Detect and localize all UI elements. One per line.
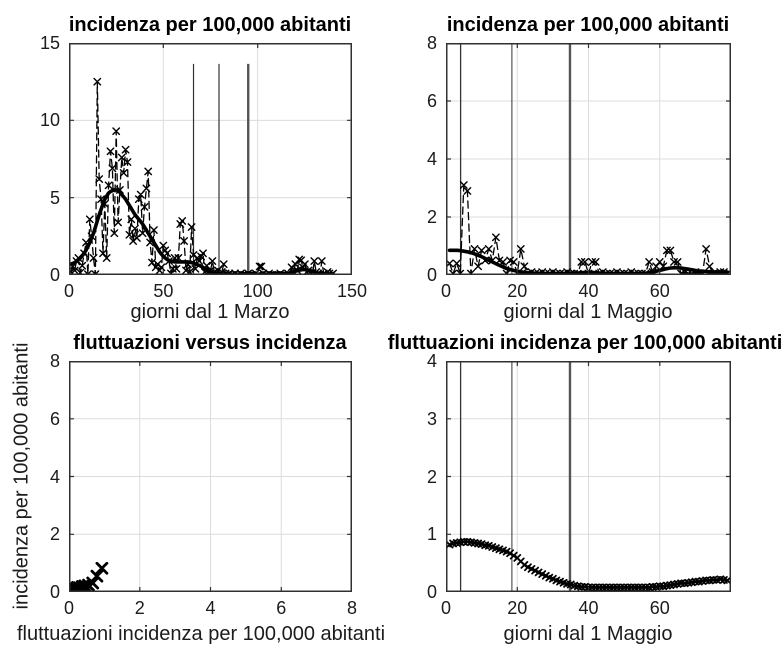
x-tick-label: 4 bbox=[205, 598, 216, 618]
x-tick-label: 2 bbox=[134, 598, 145, 618]
x-axis-label-days-from-may-bottom: giorni dal 1 Maggio bbox=[503, 623, 673, 645]
y-tick-label: 0 bbox=[49, 265, 60, 285]
plot-title-fluctuations-incidence: fluttuazioni incidenza per 100,000 abita… bbox=[387, 332, 783, 354]
x-tick-label: 0 bbox=[440, 281, 451, 301]
x-tick-label: 8 bbox=[346, 598, 357, 618]
y-tick-label: 6 bbox=[49, 408, 60, 429]
y-tick-label: 5 bbox=[49, 187, 60, 208]
x-tick-label: 100 bbox=[242, 281, 273, 301]
y-tick-label: 3 bbox=[426, 408, 437, 429]
x-tick-label: 60 bbox=[649, 598, 670, 618]
x-tick-label: 40 bbox=[578, 281, 599, 301]
x-tick-label: 0 bbox=[63, 281, 74, 301]
x-axis-label-days-from-march: giorni dal 1 Marzo bbox=[130, 301, 290, 323]
x-tick-label: 20 bbox=[507, 281, 528, 301]
plot-area-incidence-march bbox=[69, 43, 352, 275]
y-tick-label: 1 bbox=[426, 524, 437, 545]
plot-area-fluctuations-vs-incidence bbox=[69, 361, 352, 592]
x-tick-label: 50 bbox=[153, 281, 174, 301]
y-tick-label: 0 bbox=[426, 265, 437, 285]
y-tick-label: 0 bbox=[426, 582, 437, 602]
y-tick-label: 8 bbox=[426, 33, 437, 53]
y-tick-label: 4 bbox=[49, 466, 60, 487]
x-axis-label-days-from-may-top: giorni dal 1 Maggio bbox=[503, 301, 673, 323]
x-axis-label-fluctuations: fluttuazioni incidenza per 100,000 abita… bbox=[16, 623, 386, 645]
y-tick-label: 4 bbox=[426, 351, 437, 371]
x-tick-label: 150 bbox=[336, 281, 368, 301]
y-tick-label: 6 bbox=[426, 91, 437, 111]
series-markers bbox=[69, 561, 109, 592]
y-tick-label: 2 bbox=[426, 207, 437, 227]
plot-title-incidence-march: incidenza per 100,000 abitanti bbox=[68, 14, 352, 36]
plot-title-incidence-may: incidenza per 100,000 abitanti bbox=[446, 14, 730, 36]
x-tick-label: 60 bbox=[649, 281, 670, 301]
plot-title-fluctuations-vs-incidence: fluttuazioni versus incidenza bbox=[73, 332, 347, 354]
x-tick-label: 40 bbox=[578, 598, 599, 618]
y-tick-label: 15 bbox=[39, 33, 60, 53]
plot-area-incidence-may bbox=[446, 43, 731, 275]
y-tick-label: 0 bbox=[49, 582, 60, 602]
y-tick-label: 4 bbox=[426, 149, 437, 169]
x-tick-label: 0 bbox=[440, 598, 451, 618]
x-tick-label: 6 bbox=[276, 598, 287, 618]
plot-area-fluctuations-incidence bbox=[446, 361, 731, 592]
y-tick-label: 10 bbox=[39, 110, 60, 131]
y-tick-label: 2 bbox=[426, 466, 437, 487]
y-tick-label: 8 bbox=[49, 351, 60, 371]
x-tick-label: 0 bbox=[63, 598, 74, 618]
x-tick-label: 20 bbox=[507, 598, 528, 618]
y-tick-label: 2 bbox=[49, 524, 60, 545]
series-markers bbox=[446, 537, 731, 592]
